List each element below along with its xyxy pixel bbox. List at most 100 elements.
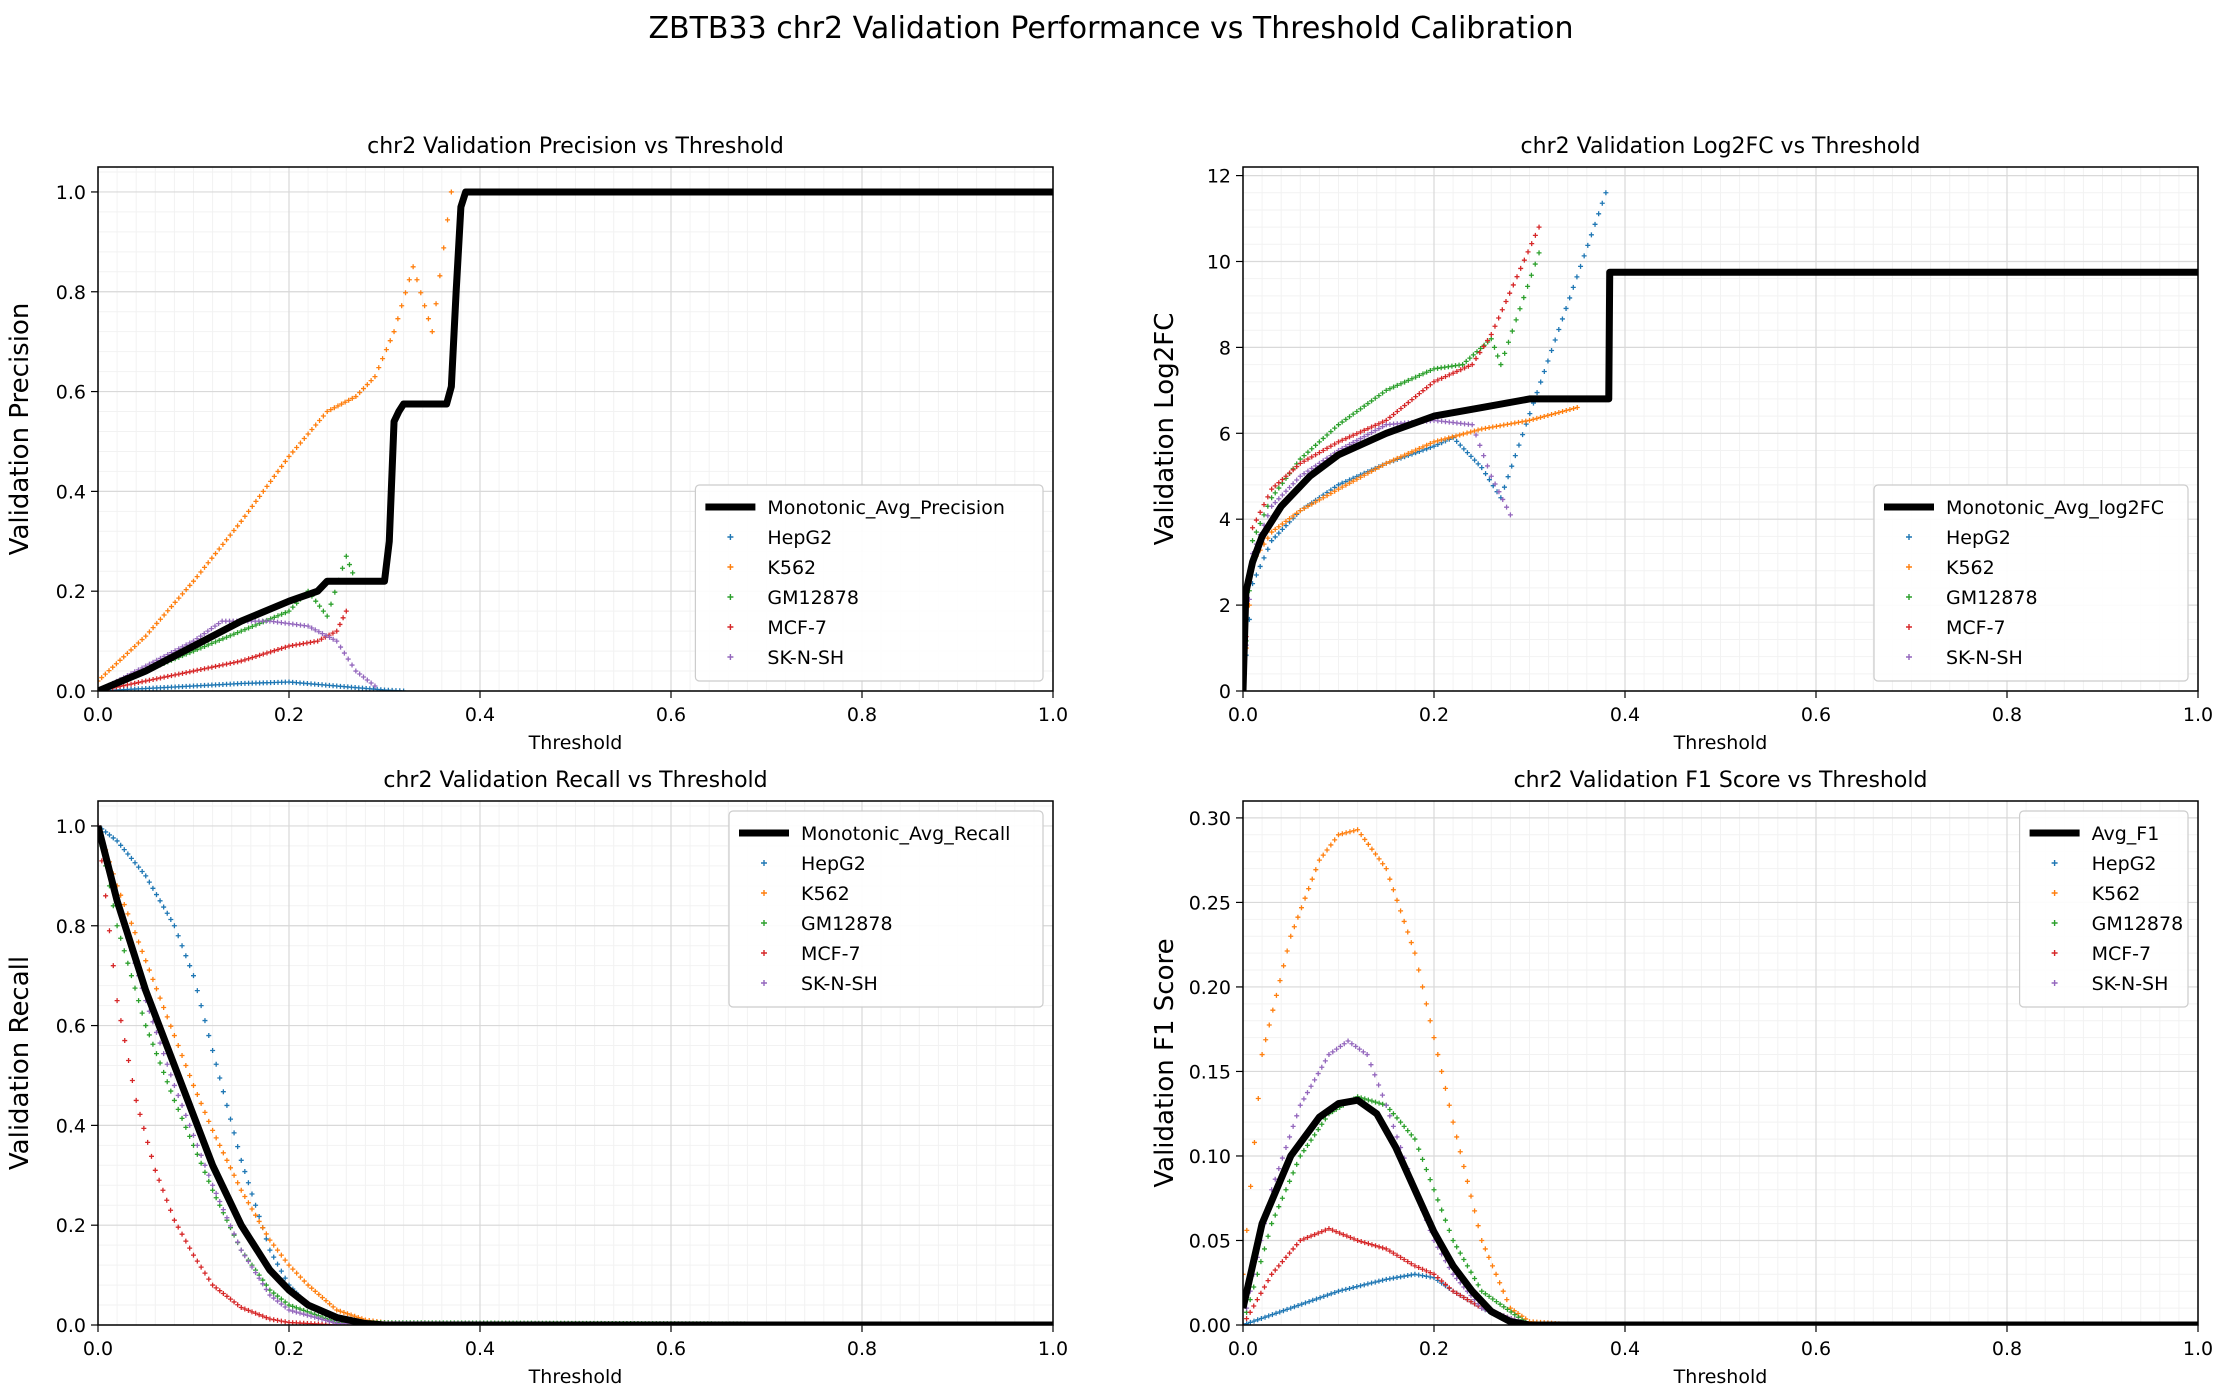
data-point-mcf-7 [1253, 517, 1259, 523]
data-point-mcf-7 [1339, 437, 1345, 443]
x-tick-label: 0.0 [1228, 1338, 1258, 1360]
data-point-mcf-7 [220, 1291, 226, 1296]
data-point-sk-n-sh [194, 1142, 200, 1148]
data-point-mcf-7 [1337, 1230, 1343, 1236]
data-point-k562 [1423, 1001, 1429, 1007]
data-point-sk-n-sh [1297, 1102, 1303, 1108]
data-point-hepg2 [1376, 1278, 1382, 1284]
data-point-gm12878 [1493, 1299, 1499, 1305]
data-point-mcf-7 [1481, 344, 1487, 350]
data-point-mcf-7 [249, 655, 255, 661]
data-point-gm12878 [1312, 1132, 1318, 1138]
data-point-hepg2 [1512, 453, 1518, 459]
data-point-mcf-7 [1450, 1288, 1456, 1294]
data-point-gm12878 [213, 1195, 219, 1201]
data-point-mcf-7 [1435, 1275, 1441, 1281]
data-point-mcf-7 [1322, 1227, 1328, 1233]
legend-marker-mcf-7 [2051, 950, 2058, 956]
data-point-k562 [348, 1312, 354, 1318]
data-point-k562 [331, 405, 337, 411]
data-point-mcf-7 [256, 1312, 262, 1318]
data-point-k562 [1475, 1223, 1481, 1229]
data-point-mcf-7 [1326, 1226, 1332, 1232]
data-point-k562 [1500, 1288, 1506, 1294]
data-point-hepg2 [1332, 1289, 1338, 1295]
data-point-gm12878 [1442, 1217, 1448, 1223]
data-point-hepg2 [171, 923, 177, 929]
data-point-sk-n-sh [205, 628, 211, 634]
data-point-hepg2 [1269, 1312, 1275, 1318]
axes-frame [1242, 166, 2199, 692]
data-point-gm12878 [1394, 1115, 1400, 1121]
data-point-gm12878 [206, 1178, 212, 1184]
data-point-mcf-7 [1257, 509, 1263, 515]
data-point-k562 [1328, 490, 1334, 496]
data-point-k562 [176, 595, 182, 601]
x-tick-label: 0.8 [847, 704, 877, 726]
data-point-k562 [216, 546, 222, 552]
legend: Avg_F1 HepG2 K562 GM12878 MCF-7 SK-N-SH [2018, 810, 2189, 1008]
data-point-gm12878 [125, 960, 131, 966]
data-point-sk-n-sh [224, 1215, 230, 1221]
series-gm12878 [1243, 250, 1542, 691]
data-point-mcf-7 [1416, 391, 1422, 397]
data-point-sk-n-sh [1341, 1041, 1347, 1047]
data-point-k562 [217, 1142, 223, 1148]
data-point-k562 [328, 407, 334, 413]
data-point-mcf-7 [198, 667, 204, 673]
data-point-gm12878 [275, 613, 281, 619]
data-point-sk-n-sh [1469, 422, 1475, 428]
y-tick-label: 2 [1219, 595, 1231, 617]
subplot-4: 0.0 0.2 0.4 0.6 0.8 1.0 0.00 0.05 0.10 0.15 0.20 0.… [1150, 768, 2213, 1388]
data-point-mcf-7 [1297, 1237, 1303, 1243]
data-point-gm12878 [263, 1282, 269, 1288]
data-point-gm12878 [161, 1069, 167, 1075]
data-point-k562 [297, 440, 303, 446]
y-tick-label: 0.0 [56, 681, 86, 703]
data-point-gm12878 [249, 624, 255, 630]
data-point-gm12878 [1294, 1161, 1300, 1167]
data-point-gm12878 [1464, 1263, 1470, 1269]
data-point-mcf-7 [340, 615, 346, 621]
data-point-mcf-7 [1369, 1242, 1375, 1248]
data-point-mcf-7 [128, 681, 134, 687]
data-point-mcf-7 [1532, 232, 1538, 238]
data-point-hepg2 [1244, 1321, 1250, 1325]
data-point-hepg2 [183, 953, 189, 959]
data-point-mcf-7 [1412, 1263, 1418, 1269]
data-point-sk-n-sh [161, 1051, 167, 1057]
data-point-gm12878 [1512, 1312, 1518, 1318]
data-point-gm12878 [1372, 395, 1378, 401]
data-point-k562 [1316, 857, 1322, 863]
data-point-mcf-7 [198, 1264, 204, 1270]
data-point-hepg2 [1283, 523, 1289, 529]
y-tick-label: 1.0 [56, 182, 86, 204]
data-point-gm12878 [1297, 1153, 1303, 1159]
data-point-hepg2 [1556, 326, 1562, 332]
axes-frame [1242, 800, 2199, 1326]
data-point-k562 [1560, 408, 1566, 414]
data-point-k562 [1361, 472, 1367, 478]
legend-marker-gm12878 [727, 594, 734, 600]
data-point-gm12878 [110, 903, 116, 909]
data-point-gm12878 [350, 570, 356, 576]
data-point-k562 [282, 1257, 288, 1263]
data-point-sk-n-sh [1279, 1155, 1285, 1161]
data-point-sk-n-sh [168, 1072, 174, 1078]
data-point-hepg2 [1454, 438, 1460, 444]
legend-marker-k562 [1906, 564, 1912, 570]
legend-label: Monotonic_Avg_log2FC [1946, 497, 2164, 519]
data-point-k562 [1454, 1134, 1460, 1140]
data-point-gm12878 [1435, 1197, 1441, 1203]
data-point-mcf-7 [1358, 429, 1364, 435]
data-point-hepg2 [1336, 482, 1341, 488]
data-point-mcf-7 [103, 893, 109, 899]
legend-marker-gm12878 [761, 920, 767, 926]
data-point-hepg2 [228, 1116, 234, 1122]
legend-label: Avg_F1 [2092, 823, 2160, 845]
data-point-mcf-7 [129, 1077, 135, 1083]
data-point-gm12878 [224, 634, 230, 640]
y-tick-label: 0.4 [56, 1115, 86, 1137]
data-point-k562 [1365, 841, 1371, 847]
data-point-sk-n-sh [242, 1253, 248, 1259]
